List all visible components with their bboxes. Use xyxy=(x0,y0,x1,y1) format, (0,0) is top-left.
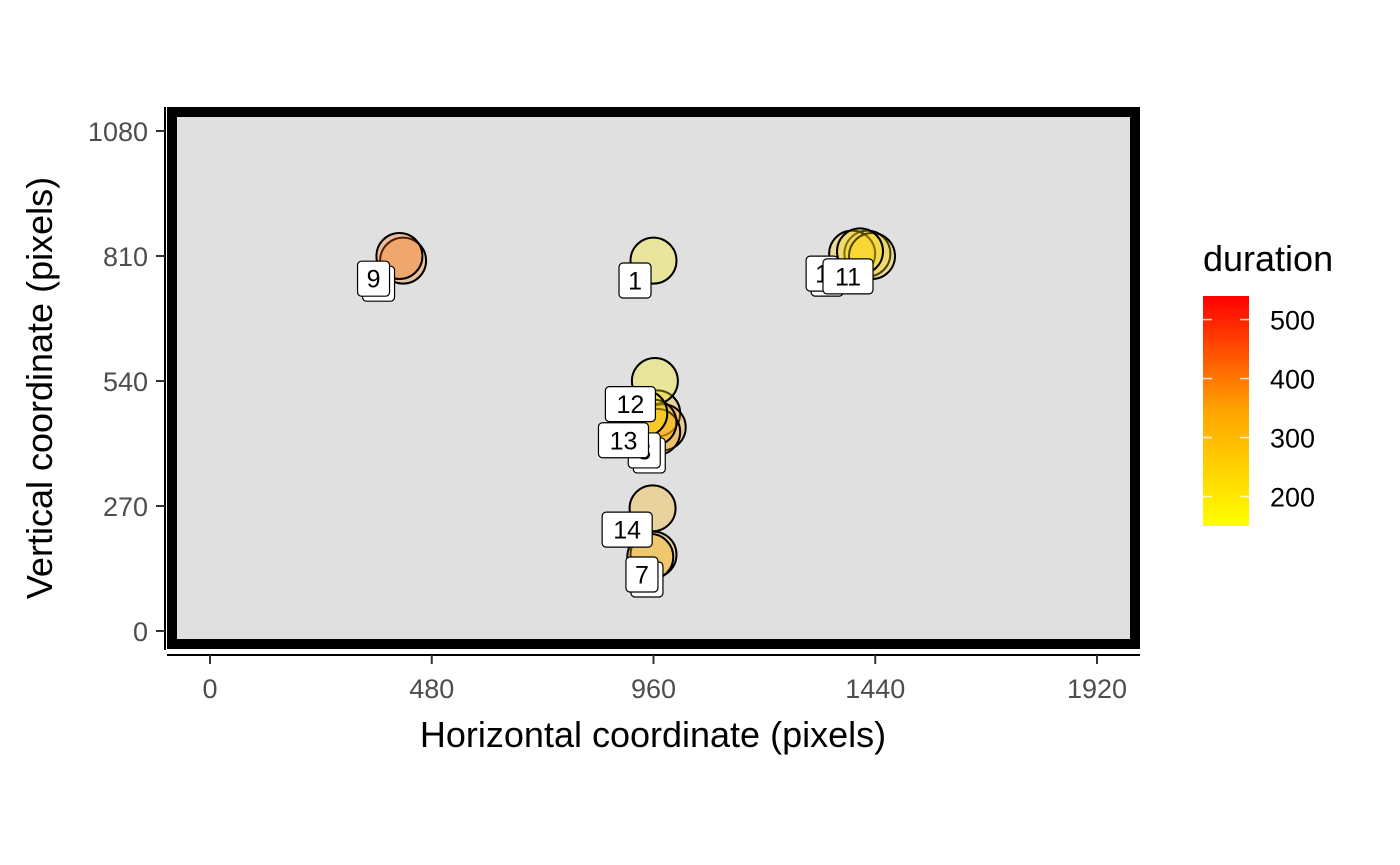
x-tick-label: 960 xyxy=(631,674,676,704)
point-label: 7 xyxy=(635,562,649,590)
x-tick-label: 0 xyxy=(202,674,217,704)
point-label-box xyxy=(625,556,659,593)
point-label: 1 xyxy=(628,268,642,296)
x-axis-title: Horizontal coordinate (pixels) xyxy=(420,714,886,755)
legend-tick-label: 200 xyxy=(1270,483,1315,513)
point-label: 14 xyxy=(613,517,641,545)
y-tick-label: 0 xyxy=(133,617,148,647)
legend-title: duration xyxy=(1203,238,1333,279)
point-label-box xyxy=(601,511,653,548)
legend: duration 200 300 400 500 xyxy=(1203,238,1333,526)
point-label: 13 xyxy=(610,427,638,455)
x-tick-label: 480 xyxy=(409,674,454,704)
x-tick-label: 1440 xyxy=(845,674,905,704)
plot-panel xyxy=(172,112,1135,644)
y-axis-title: Vertical coordinate (pixels) xyxy=(19,177,60,599)
legend-tick-label: 300 xyxy=(1270,424,1315,454)
point-label-box xyxy=(597,422,650,459)
legend-ticks: 200 300 400 500 xyxy=(1203,306,1315,513)
legend-colorbar xyxy=(1203,296,1249,526)
y-tick-label: 810 xyxy=(103,242,148,272)
point-label-box xyxy=(604,386,657,423)
labels-layer: 9111112313147 xyxy=(356,255,874,598)
x-axis: 0 480 960 1440 1920 xyxy=(167,654,1140,704)
y-tick-label: 540 xyxy=(103,367,148,397)
point-label: 12 xyxy=(616,391,644,419)
y-axis: 0 270 540 810 1080 xyxy=(88,107,166,650)
y-tick-label: 270 xyxy=(103,492,148,522)
point-label: 11 xyxy=(835,263,861,291)
legend-tick-label: 400 xyxy=(1270,365,1315,395)
point-label-box xyxy=(618,262,652,299)
point-label: 9 xyxy=(367,266,381,294)
point-label-box xyxy=(356,260,391,297)
y-tick-label: 1080 xyxy=(88,117,148,147)
x-tick-label: 1920 xyxy=(1067,674,1127,704)
point-label-box xyxy=(822,258,874,295)
plot-panel-border xyxy=(167,107,1140,649)
legend-tick-label: 500 xyxy=(1270,306,1315,336)
